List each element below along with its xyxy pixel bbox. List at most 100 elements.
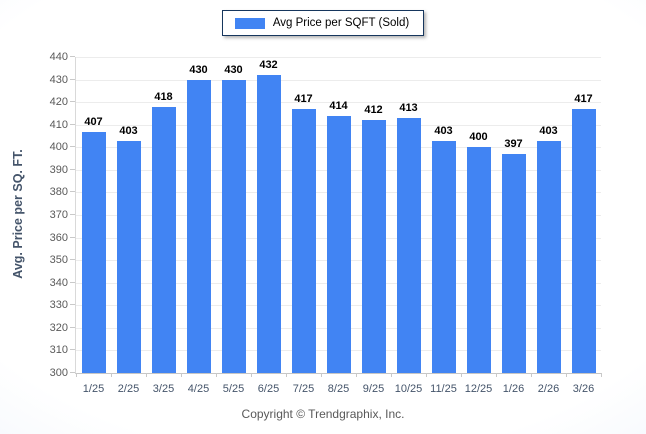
bar-value-label: 430: [189, 63, 208, 76]
x-axis-tick: [565, 373, 567, 377]
x-axis-tick-label: 2/26: [537, 383, 560, 395]
y-axis-tick-label: 360: [49, 231, 68, 244]
bar-value-label: 432: [259, 59, 278, 72]
bar[interactable]: [221, 79, 246, 373]
bar[interactable]: [81, 131, 106, 373]
x-axis-tick: [250, 373, 252, 377]
bar-value-label: 418: [154, 90, 173, 103]
y-axis-tick: [70, 372, 75, 373]
y-axis-tick-label: 310: [49, 344, 68, 357]
bar-value-label: 397: [504, 138, 523, 151]
bar-value-label: 412: [364, 104, 383, 117]
legend-label: Avg Price per SQFT (Sold): [272, 17, 410, 29]
y-axis-tick-label: 320: [49, 321, 68, 334]
y-axis-tick-label: 400: [49, 141, 68, 154]
bar[interactable]: [256, 75, 281, 373]
y-axis-tick-label: 440: [49, 51, 68, 63]
plot-area: 300 310 320 330 340 350 360 370 380 390 400 410 420 4…: [50, 51, 602, 395]
y-axis-tick-label: 380: [49, 186, 68, 199]
bar[interactable]: [151, 106, 176, 373]
bar-column: 414 8/25: [326, 57, 351, 395]
y-axis-tick: [70, 304, 75, 306]
x-axis-tick-label: 7/25: [292, 383, 315, 395]
y-axis-tick: [70, 168, 75, 170]
bar-column: 407 1/25: [81, 57, 106, 395]
y-axis-tick: [70, 326, 75, 328]
bar-column: 412 9/25: [361, 57, 386, 395]
bar-chart: Avg. Price per SQ. FT. 300 310 320 330 340 35…: [0, 51, 646, 395]
bar[interactable]: [396, 117, 421, 373]
y-axis-tick-label: 330: [49, 299, 68, 312]
bar-value-label: 430: [224, 63, 243, 76]
x-axis-tick: [390, 373, 392, 377]
bar-value-label: 414: [329, 99, 348, 112]
x-axis-tick-label: 9/25: [362, 383, 385, 395]
gridline: [76, 79, 601, 81]
legend-container: Avg Price per SQFT (Sold): [0, 10, 646, 36]
bar-value-label: 417: [574, 92, 593, 105]
bar[interactable]: [361, 120, 386, 373]
x-axis-tick: [75, 373, 77, 377]
gridline: [76, 57, 601, 58]
x-axis-tick: [180, 373, 182, 377]
bar-value-label: 403: [434, 124, 453, 137]
bar-value-label: 417: [294, 92, 313, 105]
y-axis-tick-label: 390: [49, 163, 68, 176]
x-axis-tick-label: 5/25: [222, 383, 245, 395]
bar[interactable]: [571, 108, 596, 373]
bar[interactable]: [186, 79, 211, 373]
y-axis-title: Avg. Price per SQ. FT.: [11, 149, 25, 279]
bar-column: 430 4/25: [186, 57, 211, 395]
x-axis-tick: [145, 373, 147, 377]
bar-column: 417 7/25: [291, 57, 316, 395]
x-axis-tick-label: 1/25: [82, 383, 105, 395]
y-axis-tick-label: 430: [49, 73, 68, 86]
x-axis-tick-label: 2/25: [117, 383, 140, 395]
bar[interactable]: [431, 140, 456, 373]
y-axis-tick: [70, 214, 75, 215]
bars-container: 407 1/25 403 2/25 418 3/25 430 4/25 430 5/25 432 6/…: [76, 57, 601, 395]
x-axis-tick: [425, 373, 427, 377]
bar[interactable]: [291, 108, 316, 373]
x-axis-tick: [285, 373, 287, 377]
x-axis-tick: [495, 373, 497, 377]
x-axis-tick-label: 8/25: [327, 383, 350, 395]
bar-column: 403 2/25: [116, 57, 141, 395]
bar-column: 430 5/25: [221, 57, 246, 395]
bar[interactable]: [466, 147, 491, 373]
bar[interactable]: [116, 140, 141, 373]
bar-column: 397 1/26: [501, 57, 526, 395]
x-axis-tick-label: 3/25: [152, 383, 175, 395]
bar-value-label: 413: [399, 101, 418, 114]
y-axis-tick-label: 350: [49, 254, 68, 267]
x-axis-tick-label: 10/25: [394, 383, 423, 395]
bar-column: 418 3/25: [151, 57, 176, 395]
legend: Avg Price per SQFT (Sold): [221, 10, 425, 36]
y-axis-tick: [70, 101, 75, 103]
bar[interactable]: [501, 154, 526, 373]
y-axis-tick: [70, 191, 75, 193]
bar-column: 403 11/25: [430, 57, 457, 395]
y-axis-tick-label: 340: [49, 276, 68, 289]
y-axis-tick-label: 370: [49, 209, 68, 221]
x-axis-tick: [460, 373, 462, 377]
y-axis-tick: [70, 56, 75, 57]
bar-value-label: 407: [84, 115, 103, 128]
y-axis-tick-label: 300: [49, 367, 68, 379]
y-axis-tick: [70, 123, 75, 125]
bar-column: 403 2/26: [536, 57, 561, 395]
bar[interactable]: [326, 115, 351, 373]
x-axis-tick-label: 6/25: [257, 383, 280, 395]
bar-column: 432 6/25: [256, 57, 281, 395]
x-axis-tick-label: 1/26: [502, 383, 525, 395]
y-axis-tick: [70, 146, 75, 148]
bar-column: 417 3/26: [571, 57, 596, 395]
x-axis-tick-label: 3/26: [572, 383, 595, 395]
x-axis-tick: [355, 373, 357, 377]
x-axis-tick-label: 11/25: [430, 383, 457, 395]
y-axis-tick: [70, 281, 75, 283]
y-axis-tick-label: 410: [49, 118, 68, 131]
copyright-text: Copyright © Trendgraphix, Inc.: [241, 407, 405, 421]
bar[interactable]: [536, 140, 561, 373]
